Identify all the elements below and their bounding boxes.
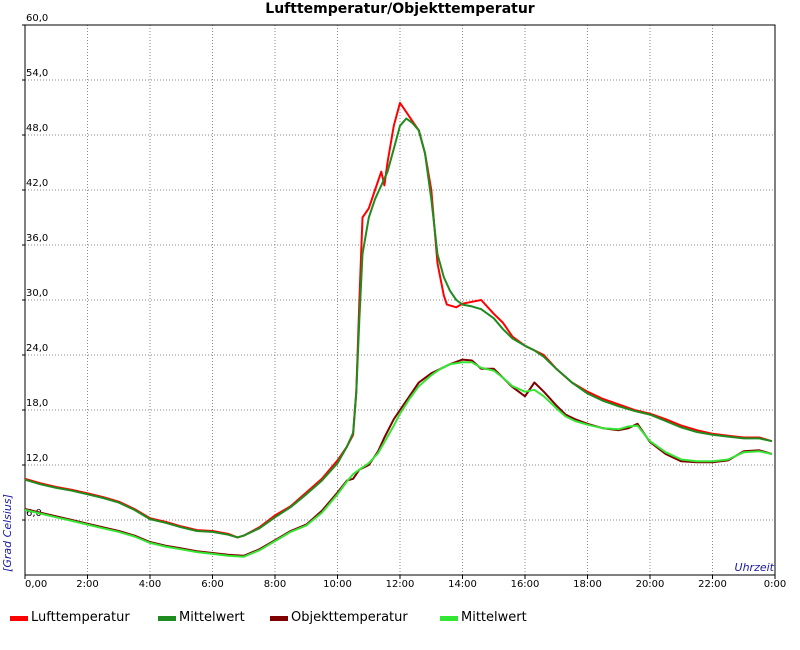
legend-label: Mittelwert — [461, 610, 527, 625]
y-tick-label: 60,0 — [26, 13, 48, 24]
x-tick-label: 14:00 — [448, 579, 477, 590]
y-tick-label: 48,0 — [26, 123, 48, 134]
legend-item: Mittelwert — [158, 610, 245, 625]
x-tick-label: 18:00 — [573, 579, 602, 590]
x-tick-label: 22:00 — [698, 579, 727, 590]
legend-swatch — [440, 616, 458, 621]
x-tick-label: 0,00 — [25, 579, 47, 590]
x-tick-label: 16:00 — [511, 579, 540, 590]
y-axis-label: [Grad Celsius] — [1, 494, 14, 572]
axis-ticks: 0,00 2:00 4:00 6:00 8:00 10:00 12:00 14:00 16:00… — [22, 13, 786, 590]
series-line-3 — [24, 358, 773, 557]
x-tick-label: 2:00 — [76, 579, 98, 590]
y-tick-label: 42,0 — [26, 178, 48, 189]
y-tick-label: 54,0 — [26, 68, 48, 79]
legend-item: Lufttemperatur — [10, 610, 130, 625]
series-line-4 — [24, 361, 773, 558]
legend-item: Objekttemperatur — [270, 610, 408, 625]
legend-swatch — [270, 616, 288, 621]
x-tick-label: 20:00 — [636, 579, 665, 590]
legend-label: Objekttemperatur — [291, 610, 408, 625]
y-tick-label: 30,0 — [26, 288, 48, 299]
series-line-2 — [24, 117, 773, 539]
y-tick-label: 36,0 — [26, 233, 48, 244]
series-lines — [24, 101, 773, 558]
legend-label: Mittelwert — [179, 610, 245, 625]
grid-lines — [25, 25, 775, 575]
x-tick-label: 10:00 — [323, 579, 352, 590]
x-tick-label: 12:00 — [386, 579, 415, 590]
x-tick-label: 0:00 — [764, 579, 786, 590]
chart-title: Lufttemperatur/Objekttemperatur — [265, 1, 535, 17]
y-tick-label: 12,0 — [26, 453, 48, 464]
x-tick-label: 8:00 — [264, 579, 286, 590]
legend-label: Lufttemperatur — [31, 610, 130, 625]
x-tick-label: 6:00 — [201, 579, 223, 590]
x-tick-label: 4:00 — [139, 579, 161, 590]
legend-swatch — [10, 616, 28, 621]
series-line-1 — [24, 101, 773, 539]
x-axis-label: Uhrzeit — [735, 561, 775, 574]
y-tick-label: 6,0 — [26, 508, 42, 519]
y-tick-label: 24,0 — [26, 343, 48, 354]
legend-swatch — [158, 616, 176, 621]
legend-item: Mittelwert — [440, 610, 527, 625]
y-tick-label: 18,0 — [26, 398, 48, 409]
legend: Lufttemperatur Mittelwert Objekttemperatur… — [10, 610, 527, 625]
